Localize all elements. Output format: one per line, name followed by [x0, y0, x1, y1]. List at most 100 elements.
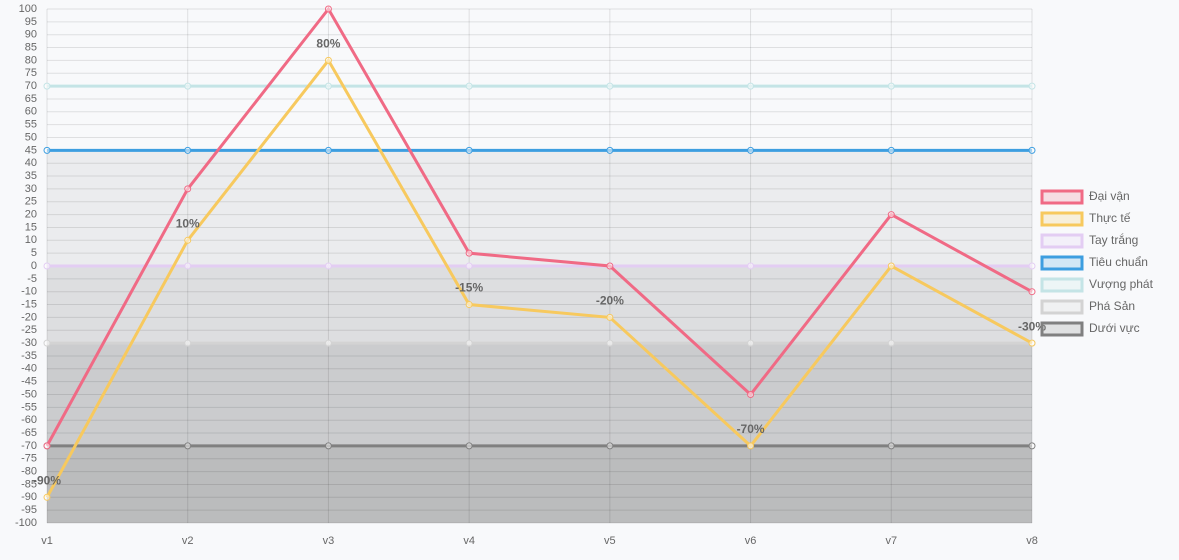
legend-swatch	[1040, 211, 1084, 227]
point	[1028, 288, 1036, 296]
point	[43, 442, 51, 450]
point	[606, 339, 614, 347]
x-tick-label: v4	[463, 535, 475, 547]
y-tick-label: -80	[21, 466, 37, 478]
x-tick-label: v5	[604, 535, 616, 547]
point	[747, 82, 755, 90]
y-tick-label: 20	[25, 209, 37, 221]
point	[324, 262, 332, 270]
y-tick-label: 25	[25, 196, 37, 208]
point	[606, 82, 614, 90]
y-tick-label: 60	[25, 106, 37, 118]
point	[747, 262, 755, 270]
x-tick-label: v3	[323, 535, 335, 547]
point	[184, 442, 192, 450]
area-fill	[47, 150, 1032, 523]
y-tick-label: -20	[21, 311, 37, 323]
y-tick-label: 10	[25, 234, 37, 246]
legend-swatch	[1040, 189, 1084, 205]
area-fill	[47, 445, 1032, 523]
point	[1028, 262, 1036, 270]
point	[465, 262, 473, 270]
y-tick-label: -45	[21, 376, 37, 388]
y-tick-label: -35	[21, 350, 37, 362]
point	[43, 262, 51, 270]
legend-swatch	[1040, 321, 1084, 337]
point	[184, 185, 192, 193]
point	[43, 82, 51, 90]
y-tick-label: 30	[25, 183, 37, 195]
point	[465, 146, 473, 154]
y-tick-label: 95	[25, 16, 37, 28]
point	[324, 5, 332, 13]
y-tick-label: 90	[25, 29, 37, 41]
point	[184, 146, 192, 154]
point	[184, 82, 192, 90]
legend-swatch	[1040, 277, 1084, 293]
y-tick-label: -60	[21, 414, 37, 426]
data-label: -20%	[596, 294, 624, 308]
series-line	[45, 6, 1033, 447]
legend-label: Tiêu chuẩn	[1089, 255, 1148, 269]
point	[43, 339, 51, 347]
point	[184, 262, 192, 270]
x-tick-label: v6	[745, 535, 757, 547]
y-tick-label: -95	[21, 504, 37, 516]
point	[747, 146, 755, 154]
y-tick-label: -70	[21, 440, 37, 452]
point	[184, 339, 192, 347]
point	[887, 146, 895, 154]
legend-label: Vượng phát	[1089, 277, 1154, 291]
point	[747, 442, 755, 450]
y-tick-label: -30	[21, 337, 37, 349]
y-tick-label: 55	[25, 119, 37, 131]
point	[887, 211, 895, 219]
point	[324, 146, 332, 154]
y-tick-label: -10	[21, 286, 37, 298]
data-label: -70%	[737, 422, 765, 436]
point	[606, 313, 614, 321]
point	[324, 82, 332, 90]
legend-label: Phá Sản	[1089, 299, 1135, 313]
legend-swatch	[1040, 299, 1084, 315]
point	[324, 339, 332, 347]
y-tick-label: -5	[27, 273, 37, 285]
point	[1028, 146, 1036, 154]
y-tick-label: 0	[31, 260, 37, 272]
y-tick-label: 65	[25, 93, 37, 105]
point	[606, 262, 614, 270]
legend-label: Tay trắng	[1089, 232, 1138, 247]
point	[324, 442, 332, 450]
point	[887, 262, 895, 270]
legend-label: Thực tế	[1089, 211, 1131, 225]
y-tick-label: -85	[21, 478, 37, 490]
point	[43, 493, 51, 501]
point	[1028, 442, 1036, 450]
data-label: -15%	[455, 281, 483, 295]
point	[465, 249, 473, 257]
point	[1028, 82, 1036, 90]
point	[43, 146, 51, 154]
y-tick-label: -40	[21, 363, 37, 375]
point	[465, 442, 473, 450]
y-tick-label: -25	[21, 324, 37, 336]
y-tick-label: 45	[25, 144, 37, 156]
point	[465, 82, 473, 90]
y-tick-label: 15	[25, 221, 37, 233]
y-tick-label: 100	[19, 3, 37, 15]
y-tick-label: 35	[25, 170, 37, 182]
data-label: -90%	[33, 473, 61, 487]
point	[606, 442, 614, 450]
x-tick-label: v8	[1026, 535, 1038, 547]
y-tick-label: 70	[25, 80, 37, 92]
y-tick-label: -65	[21, 427, 37, 439]
point	[1028, 339, 1036, 347]
legend-label: Dưới vực	[1089, 321, 1140, 335]
y-tick-label: -50	[21, 388, 37, 400]
y-tick-label: 80	[25, 54, 37, 66]
area-fill	[47, 266, 1032, 523]
y-tick-label: 75	[25, 67, 37, 79]
area-fill	[47, 343, 1032, 523]
